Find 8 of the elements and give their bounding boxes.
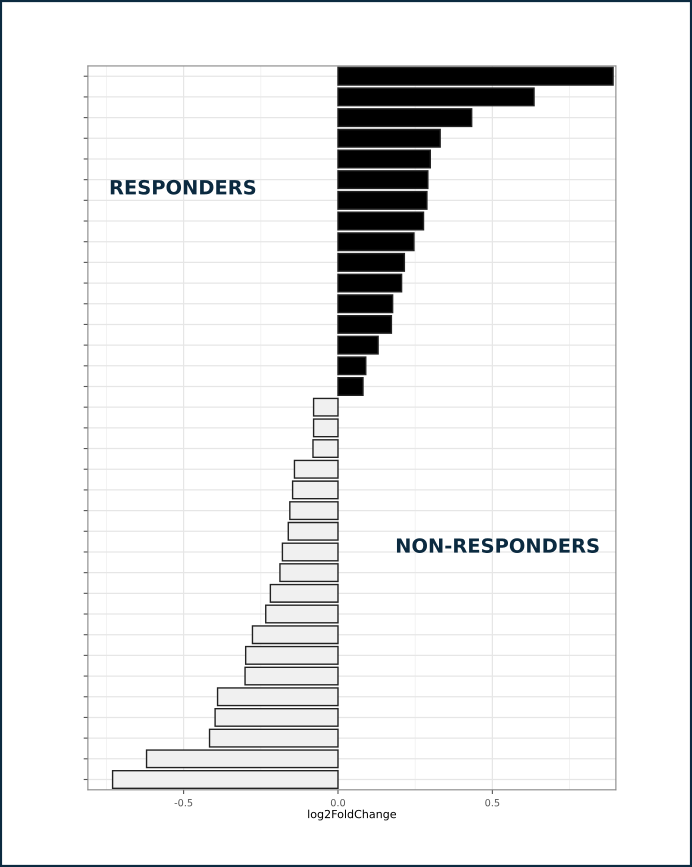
x-tick-label: 0.0 (330, 799, 346, 806)
x-axis-title: log2FoldChange (308, 810, 396, 820)
annotation: NON-RESPONDERS (396, 538, 599, 553)
x-tick-label: -0.5 (174, 799, 192, 806)
x-tick-label: 0.5 (485, 799, 500, 806)
bar (337, 294, 394, 314)
annotation: RESPONDERS (110, 180, 256, 195)
bar (337, 66, 614, 86)
